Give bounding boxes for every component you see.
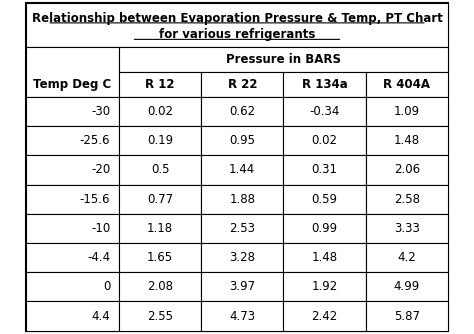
Text: 2.08: 2.08 xyxy=(147,280,173,293)
Text: 0.95: 0.95 xyxy=(229,134,255,147)
Bar xyxy=(283,301,365,331)
Bar xyxy=(26,47,119,97)
Bar xyxy=(201,126,283,155)
Text: R 22: R 22 xyxy=(228,78,257,91)
Bar xyxy=(119,272,201,301)
Text: 3.97: 3.97 xyxy=(229,280,255,293)
Bar xyxy=(119,97,201,126)
Bar xyxy=(283,214,365,243)
Bar xyxy=(26,214,119,243)
Bar xyxy=(283,97,365,126)
Bar xyxy=(365,126,448,155)
Bar xyxy=(26,126,119,155)
Text: 4.99: 4.99 xyxy=(394,280,420,293)
Text: Relationship between Evaporation Pressure & Temp, PT Chart: Relationship between Evaporation Pressur… xyxy=(32,12,442,25)
Text: 0.62: 0.62 xyxy=(229,105,255,118)
Text: 4.73: 4.73 xyxy=(229,310,255,323)
Text: 1.48: 1.48 xyxy=(394,134,420,147)
Text: 2.55: 2.55 xyxy=(147,310,173,323)
Bar xyxy=(201,184,283,214)
Text: -20: -20 xyxy=(91,163,110,176)
Bar xyxy=(26,272,119,301)
Text: 0.59: 0.59 xyxy=(311,193,337,206)
Text: 2.58: 2.58 xyxy=(394,193,420,206)
Text: R 134a: R 134a xyxy=(301,78,347,91)
Text: 0: 0 xyxy=(103,280,110,293)
Bar xyxy=(26,243,119,272)
Bar xyxy=(365,72,448,97)
Text: 0.77: 0.77 xyxy=(147,193,173,206)
Bar xyxy=(201,243,283,272)
Bar xyxy=(119,155,201,184)
Bar xyxy=(365,214,448,243)
Text: R 404A: R 404A xyxy=(383,78,430,91)
Text: Pressure in BARS: Pressure in BARS xyxy=(226,53,341,66)
Bar xyxy=(119,214,201,243)
Text: -10: -10 xyxy=(91,222,110,235)
Bar xyxy=(365,155,448,184)
Bar xyxy=(365,272,448,301)
Text: 0.99: 0.99 xyxy=(311,222,337,235)
Bar xyxy=(283,72,365,97)
Text: 4.2: 4.2 xyxy=(397,251,416,264)
Bar xyxy=(365,97,448,126)
Text: -0.34: -0.34 xyxy=(310,105,340,118)
Bar xyxy=(283,243,365,272)
Text: 3.28: 3.28 xyxy=(229,251,255,264)
Bar xyxy=(201,72,283,97)
Text: 3.33: 3.33 xyxy=(394,222,420,235)
Text: for various refrigerants: for various refrigerants xyxy=(159,28,315,41)
Text: -30: -30 xyxy=(91,105,110,118)
Bar xyxy=(201,155,283,184)
Text: 1.88: 1.88 xyxy=(229,193,255,206)
Text: 0.31: 0.31 xyxy=(311,163,337,176)
Text: Temp Deg C: Temp Deg C xyxy=(33,78,111,91)
Text: 1.18: 1.18 xyxy=(147,222,173,235)
Bar xyxy=(119,72,201,97)
Text: 0.02: 0.02 xyxy=(147,105,173,118)
Bar xyxy=(119,243,201,272)
Text: -4.4: -4.4 xyxy=(87,251,110,264)
Text: 1.09: 1.09 xyxy=(394,105,420,118)
Bar xyxy=(201,272,283,301)
Bar xyxy=(26,97,119,126)
Bar xyxy=(201,97,283,126)
Text: -25.6: -25.6 xyxy=(80,134,110,147)
Text: 1.48: 1.48 xyxy=(311,251,337,264)
Bar xyxy=(201,301,283,331)
Text: 0.19: 0.19 xyxy=(147,134,173,147)
Text: 2.42: 2.42 xyxy=(311,310,337,323)
Bar xyxy=(365,184,448,214)
Text: 0.5: 0.5 xyxy=(151,163,169,176)
Bar xyxy=(119,184,201,214)
Bar xyxy=(26,155,119,184)
Text: 0.02: 0.02 xyxy=(311,134,337,147)
Bar xyxy=(26,3,448,47)
Bar xyxy=(119,301,201,331)
Text: -15.6: -15.6 xyxy=(80,193,110,206)
Text: 1.92: 1.92 xyxy=(311,280,337,293)
Bar xyxy=(283,155,365,184)
Text: 1.44: 1.44 xyxy=(229,163,255,176)
Text: 4.4: 4.4 xyxy=(91,310,110,323)
Bar xyxy=(26,184,119,214)
Text: 2.06: 2.06 xyxy=(394,163,420,176)
Bar xyxy=(283,272,365,301)
Text: R 12: R 12 xyxy=(145,78,175,91)
Bar xyxy=(283,126,365,155)
Text: 5.87: 5.87 xyxy=(394,310,420,323)
Text: 1.65: 1.65 xyxy=(147,251,173,264)
Bar xyxy=(365,243,448,272)
Text: 2.53: 2.53 xyxy=(229,222,255,235)
Bar xyxy=(119,126,201,155)
Bar xyxy=(119,47,448,72)
Bar xyxy=(365,301,448,331)
Bar xyxy=(26,301,119,331)
Bar xyxy=(201,214,283,243)
Bar xyxy=(283,184,365,214)
